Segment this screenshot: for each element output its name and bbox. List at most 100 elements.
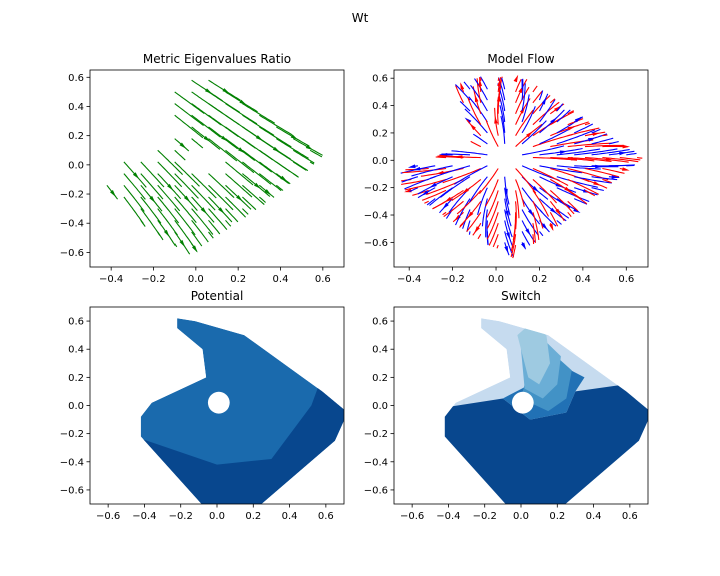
- streamline: [242, 161, 272, 185]
- y-tick-label: 0.2: [68, 131, 84, 142]
- x-tick-label: 0.6: [618, 274, 634, 285]
- streamline: [191, 138, 204, 149]
- streamline-arrow: [421, 190, 429, 196]
- streamline: [486, 212, 499, 240]
- streamline: [157, 161, 183, 188]
- streamline: [443, 200, 464, 218]
- streamline: [455, 84, 471, 101]
- streamline-arrow: [442, 202, 449, 210]
- streamline: [532, 212, 540, 240]
- streamline: [259, 114, 293, 136]
- contour-hole: [207, 391, 230, 414]
- y-tick-label: 0.2: [68, 373, 84, 384]
- streamline: [584, 144, 625, 148]
- streamline-arrow: [436, 170, 444, 175]
- streamline: [242, 149, 273, 173]
- streamline-arrow: [474, 226, 480, 234]
- streamline-arrow: [239, 99, 247, 106]
- panel-title: Metric Eigenvalues Ratio: [143, 52, 291, 66]
- streamline: [174, 114, 204, 139]
- x-tick-label: −0.4: [99, 274, 123, 285]
- panel-title: Switch: [501, 289, 541, 303]
- streamline: [602, 134, 608, 137]
- streamline: [539, 231, 544, 237]
- streamline: [454, 165, 488, 185]
- y-tick-label: −0.2: [364, 183, 388, 194]
- streamline: [498, 94, 506, 123]
- streamline: [591, 137, 614, 145]
- streamline: [521, 94, 530, 123]
- y-tick-label: 0.4: [68, 345, 84, 356]
- streamline: [292, 161, 307, 171]
- streamline: [486, 190, 499, 218]
- streamline: [477, 187, 488, 216]
- streamline: [259, 126, 292, 148]
- streamline: [549, 212, 559, 227]
- streamline: [309, 149, 323, 158]
- streamline: [556, 220, 562, 225]
- streamline: [309, 161, 315, 165]
- streamline: [486, 220, 489, 246]
- streamline: [573, 123, 594, 134]
- streamline: [174, 243, 178, 248]
- streamline: [292, 173, 299, 178]
- streamline: [488, 223, 499, 246]
- contour-band: [517, 323, 551, 385]
- streamline: [539, 209, 557, 227]
- streamline: [404, 178, 447, 191]
- streamline: [549, 189, 575, 215]
- x-tick-label: −0.2: [440, 274, 464, 285]
- streamline: [225, 161, 254, 186]
- streamline: [191, 219, 209, 243]
- streamline: [522, 145, 565, 156]
- streamline-arrow: [528, 209, 534, 217]
- streamline: [608, 141, 619, 145]
- streamline: [532, 167, 569, 186]
- streamline: [567, 200, 579, 212]
- axes-frame: [89, 69, 345, 268]
- y-tick-label: 0.4: [372, 345, 388, 356]
- streamline: [532, 95, 551, 115]
- streamline: [123, 196, 144, 224]
- streamline: [225, 219, 232, 227]
- streamline-arrow: [555, 208, 561, 216]
- streamline-arrow: [461, 188, 469, 194]
- streamline-arrow: [541, 223, 548, 230]
- streamline: [515, 78, 522, 93]
- x-tick-label: 0.6: [318, 511, 334, 522]
- streamline: [424, 200, 429, 204]
- streamline-arrow: [167, 183, 174, 191]
- panel-title: Potential: [191, 289, 244, 303]
- x-tick-label: 0.6: [622, 511, 638, 522]
- streamline: [556, 165, 601, 170]
- streamline: [411, 165, 453, 177]
- panel-potential: Potential −0.6 −0.4 −0.2 0.0 0.2 0.4 0.6 −0.6 −0…: [60, 289, 345, 522]
- streamline: [556, 187, 590, 203]
- streamline: [500, 115, 506, 144]
- y-tick-label: 0.4: [372, 101, 388, 112]
- streamline: [225, 208, 239, 223]
- streamline: [242, 208, 249, 215]
- streamline: [174, 173, 199, 199]
- streamline: [584, 122, 590, 126]
- x-tick-label: 0.4: [273, 274, 289, 285]
- streamline: [521, 187, 543, 213]
- streamline: [275, 184, 284, 191]
- streamline: [539, 165, 583, 174]
- streamline: [456, 190, 482, 215]
- streamline: [497, 76, 503, 103]
- streamline: [521, 83, 526, 112]
- streamline: [478, 168, 499, 195]
- streamline-arrow: [179, 142, 187, 149]
- streamline: [157, 196, 180, 224]
- streamline: [515, 179, 525, 207]
- streamline-arrow: [132, 172, 140, 180]
- streamline: [174, 196, 197, 224]
- streamline-arrow: [110, 190, 116, 197]
- streamline-arrow: [200, 207, 207, 215]
- streamline: [497, 77, 500, 82]
- streamline: [515, 190, 520, 219]
- streamline: [567, 127, 600, 137]
- streamline: [584, 189, 596, 197]
- streamline-arrow: [504, 188, 508, 197]
